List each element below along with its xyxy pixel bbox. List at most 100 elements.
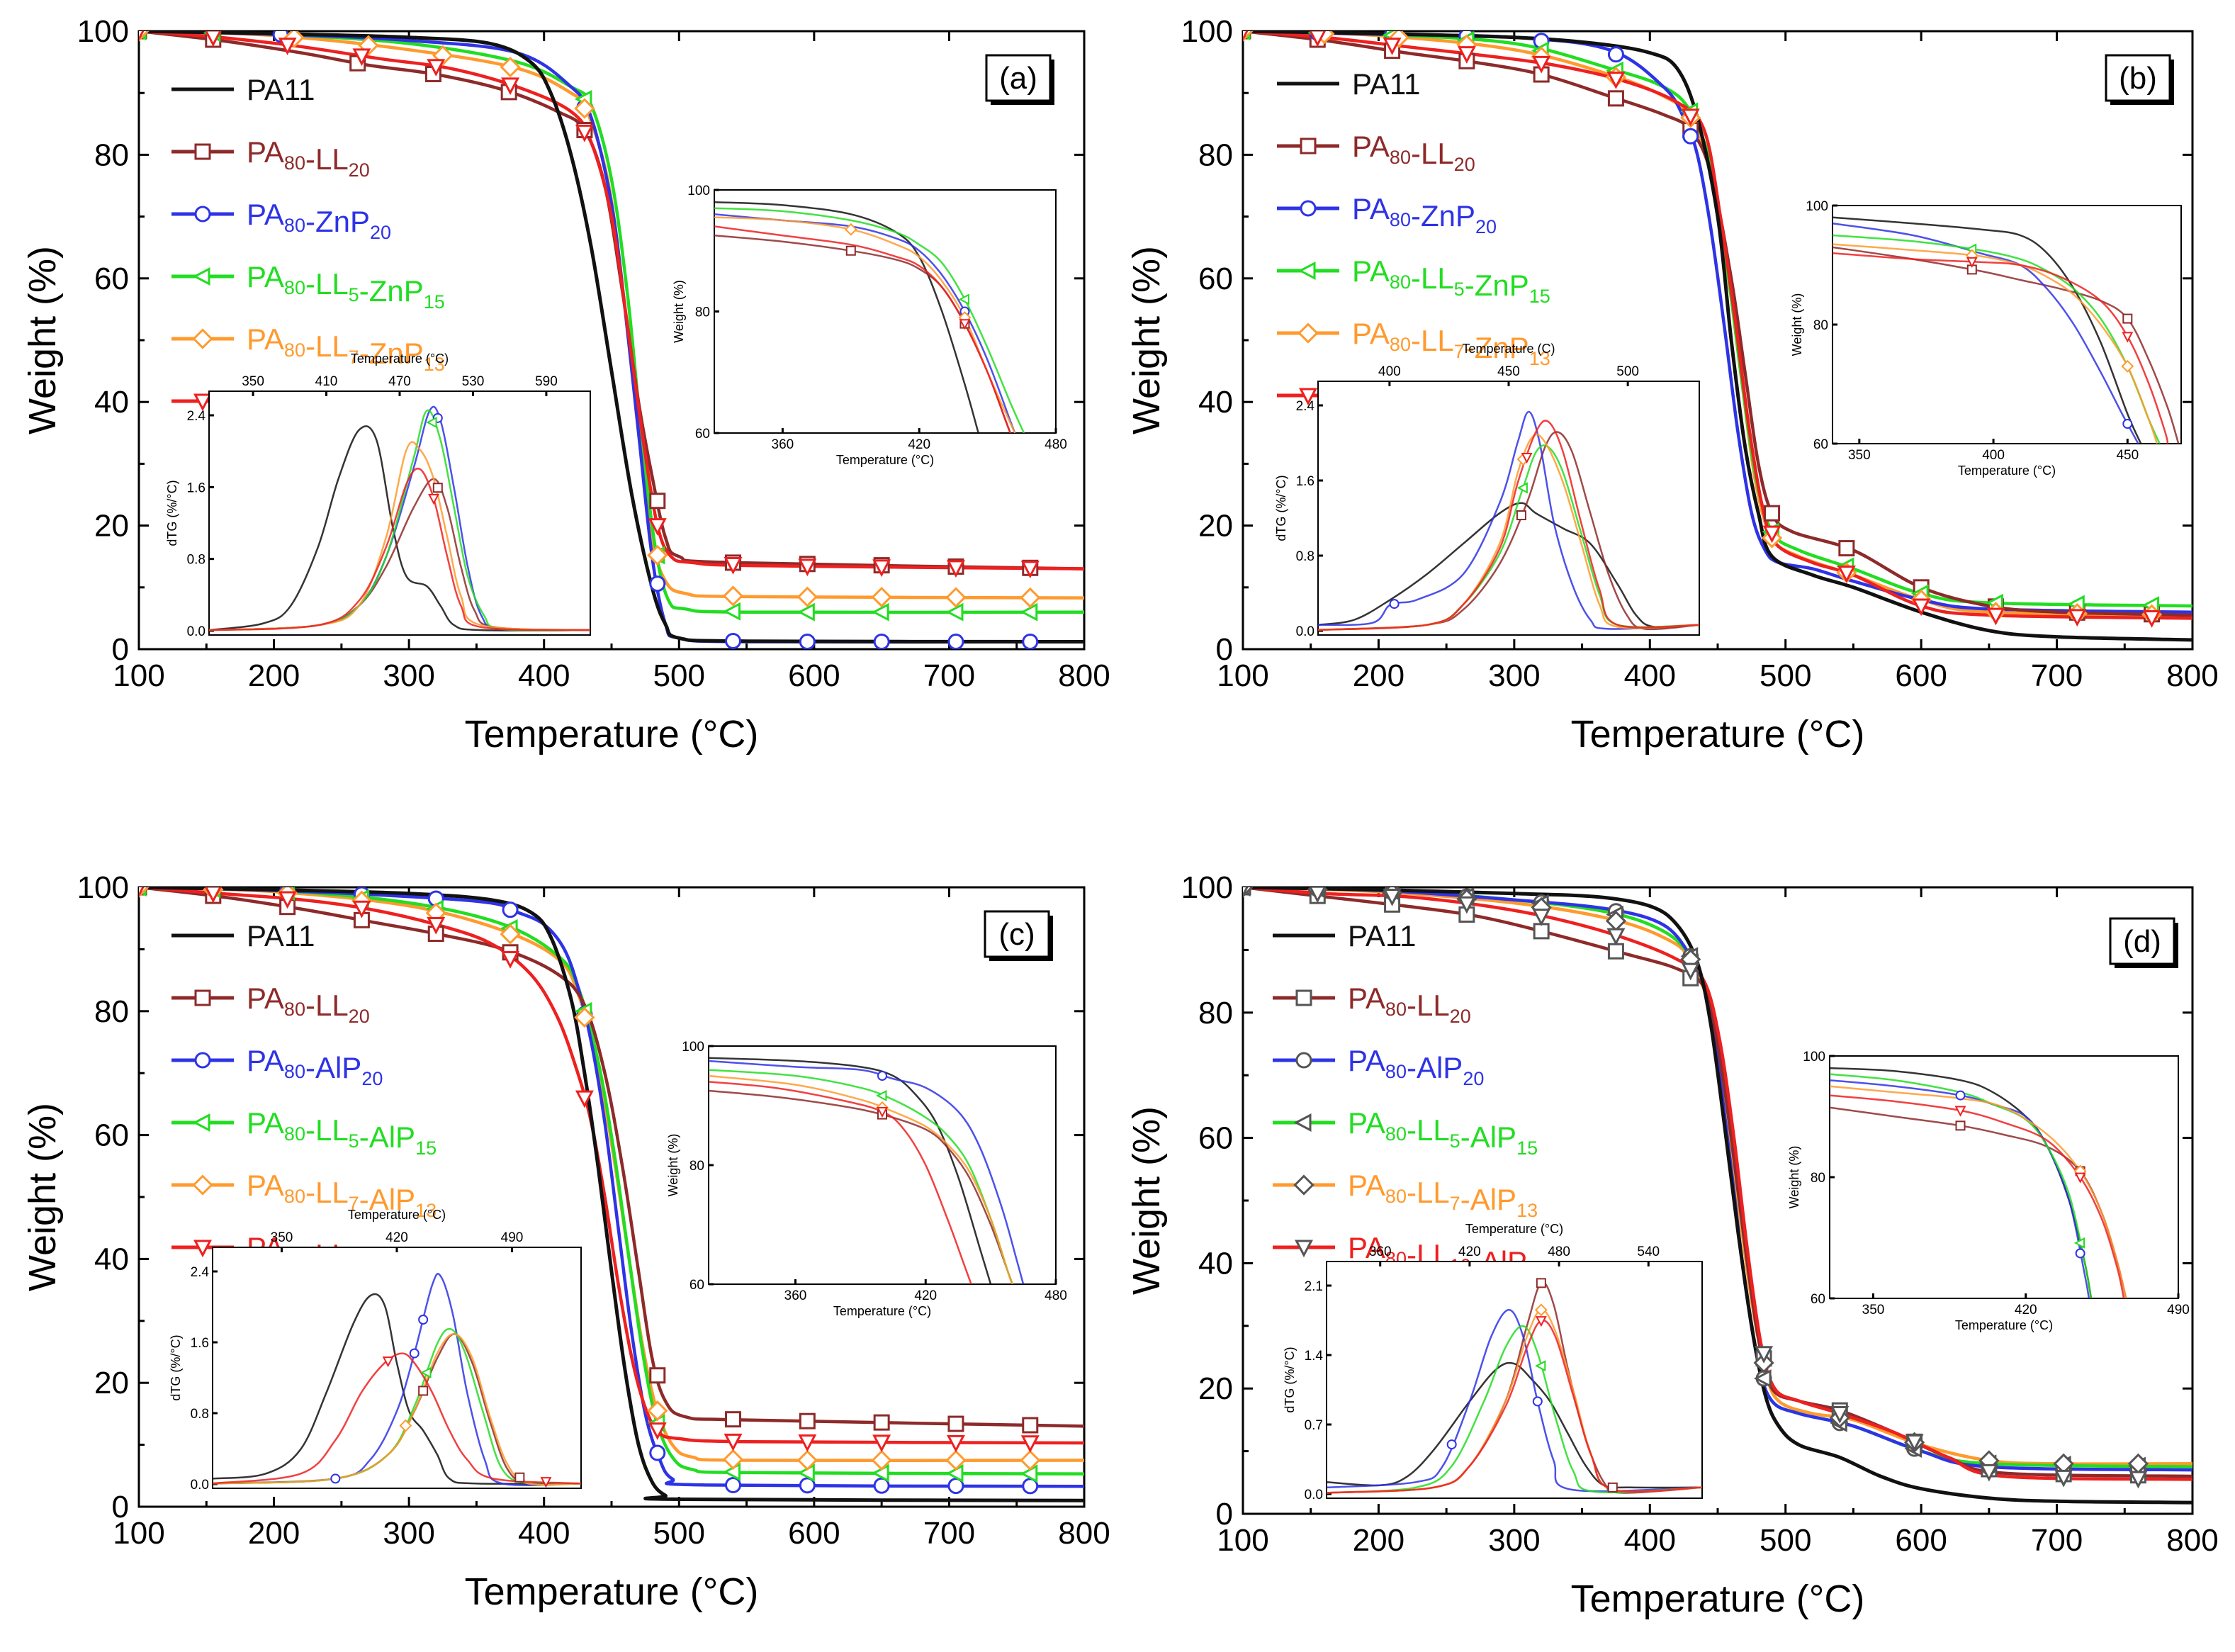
legend-text-part: -AlP (359, 1183, 415, 1216)
data-marker-LL10 (724, 557, 743, 575)
inset-series-group (1830, 1067, 2127, 1298)
inset-x-title: Temperature (°C) (833, 1304, 931, 1318)
x-tick-label: 500 (653, 1516, 705, 1551)
legend-text-part: -LL (305, 1176, 349, 1209)
legend-subscript: 80 (284, 1123, 305, 1145)
dtg-y-tick-label: 1.6 (1296, 474, 1314, 489)
data-marker-P20 (1022, 1478, 1039, 1495)
inset-marker-LL7 (844, 223, 857, 236)
inset-line-LL10 (709, 1081, 972, 1284)
legend-text-part: PA11 (247, 919, 315, 953)
legend-marker-LL7 (192, 328, 213, 349)
x-axis-title: Temperature (°C) (465, 1570, 759, 1613)
legend-label-LL5: PA80-LL5-AlP15 (247, 1106, 437, 1159)
legend-label-LL7: PA80-LL7-ZnP13 (247, 322, 445, 375)
legend-text-part: -ZnP (1465, 269, 1529, 302)
dtg-y-tick-label: 1.6 (187, 481, 206, 495)
data-marker-P20 (725, 632, 742, 649)
legend-text-part: PA (247, 1106, 284, 1140)
dtg-series-group (1327, 1278, 1702, 1494)
data-marker-LL10 (1681, 108, 1700, 127)
legend-subscript: 80 (1390, 209, 1411, 230)
y-axis-title: Weight (%) (21, 246, 64, 434)
panel-label-box (984, 910, 1050, 958)
data-marker-LL10 (278, 891, 297, 909)
legend-text-part: PA (247, 198, 284, 231)
inset-y-tick-label: 100 (687, 184, 710, 198)
legend-subscript: 80 (284, 1061, 305, 1082)
inset-line-LL5 (714, 207, 1025, 433)
data-marker-LL10 (946, 560, 965, 578)
legend: PA11PA80-LL20PA80-ZnP20PA80-LL5-ZnP15PA8… (171, 73, 456, 437)
legend-text-part: PA (1348, 1231, 1385, 1264)
data-marker-LL10 (798, 1434, 817, 1452)
x-tick-label: 200 (1353, 658, 1404, 693)
x-tick-label: 700 (2031, 658, 2083, 693)
data-marker-LL20 (1607, 943, 1624, 960)
legend-text-part: PA (1348, 1044, 1385, 1077)
inset-y-title: Weight (%) (666, 1134, 680, 1197)
x-tick-label: 600 (1895, 1523, 1947, 1558)
inset-marker-LL10 (1966, 257, 1978, 269)
x-tick-label: 800 (1058, 1516, 1110, 1551)
inset-marker-LL10 (2074, 1172, 2086, 1184)
legend-text-part: -LL (305, 989, 349, 1022)
y-tick-label: 0 (112, 632, 129, 667)
legend-marker-LL5 (1293, 1113, 1312, 1132)
data-marker-LL7 (500, 57, 521, 78)
x-tick-label: 300 (383, 1516, 434, 1551)
legend-subscript: 7 (1450, 1193, 1460, 1214)
x-tick-label: 100 (113, 658, 164, 693)
legend-text-part: PA (247, 260, 284, 293)
dtg-top-tick-label: 400 (1378, 364, 1401, 379)
series-line-PA11 (139, 31, 1084, 644)
dtg-top-tick-label: 590 (535, 374, 558, 389)
legend-marker-LL10 (1295, 1240, 1313, 1258)
x-tick-label: 400 (1624, 1523, 1676, 1558)
data-marker-LL10 (575, 124, 594, 142)
data-marker-LL7 (945, 1449, 967, 1471)
legend-label-LL5: PA80-LL5-ZnP15 (1352, 254, 1550, 307)
dtg-marker-LL5 (1535, 1360, 1546, 1372)
legend-text-part: -LL (305, 330, 349, 363)
panel-label: (d) (2123, 924, 2161, 959)
x-tick-label: 400 (518, 658, 570, 693)
main-series-group (1243, 31, 2192, 642)
data-marker-LL10 (352, 900, 371, 918)
data-marker-LL10 (1309, 31, 1326, 47)
dtg-line-P20 (213, 1273, 581, 1486)
data-marker-LL10 (1905, 1434, 1924, 1452)
x-tick-label: 700 (2031, 1523, 2083, 1558)
data-marker-P20 (502, 901, 519, 918)
legend-marker-LL20 (194, 143, 211, 160)
legend-subscript: 13 (1516, 1200, 1538, 1221)
y-tick-label: 40 (1198, 385, 1233, 420)
legend-marker-P20 (1295, 1052, 1312, 1069)
panel-label-box (985, 54, 1052, 102)
dtg-y-title: dTG (%/°C) (169, 1334, 183, 1400)
data-marker-LL10 (139, 31, 145, 42)
dtg-y-tick-label: 2.4 (187, 409, 206, 424)
inset-y-tick-label: 80 (689, 1159, 704, 1174)
dtg-line-P20 (1327, 1309, 1702, 1493)
dtg-marker-P20 (330, 1473, 341, 1484)
data-marker-LL5 (1753, 1369, 1772, 1388)
dtg-y-tick-label: 0.8 (191, 1407, 209, 1422)
x-axis-title: Temperature (°C) (1571, 1578, 1865, 1620)
legend-marker-LL10 (193, 1240, 212, 1258)
main-series-group (139, 887, 1084, 1502)
legend-text-part: -LL (1407, 1113, 1450, 1147)
panel-d: 100 200 300 400 500 600 700 800 0 20 40 60 80 100 Temp… (1125, 870, 2219, 1620)
dtg-marker-LL10 (540, 1477, 552, 1488)
data-marker-LL10 (1457, 46, 1476, 64)
inset-y-tick-label: 80 (1813, 318, 1828, 333)
dtg-marker-LL10 (1535, 1316, 1547, 1327)
legend-label-LL20: PA80-LL20 (1348, 982, 1471, 1027)
inset-series-group (709, 1057, 1025, 1284)
legend-text-part: -AlP (359, 1120, 415, 1154)
data-marker-LL10 (1020, 1435, 1040, 1453)
inset-marker-LL20 (1955, 1120, 1966, 1131)
dtg-series-group (1318, 410, 1699, 631)
inset-x-title: Temperature (°C) (1955, 1318, 2053, 1332)
inset-marker-LL10 (2122, 332, 2134, 343)
